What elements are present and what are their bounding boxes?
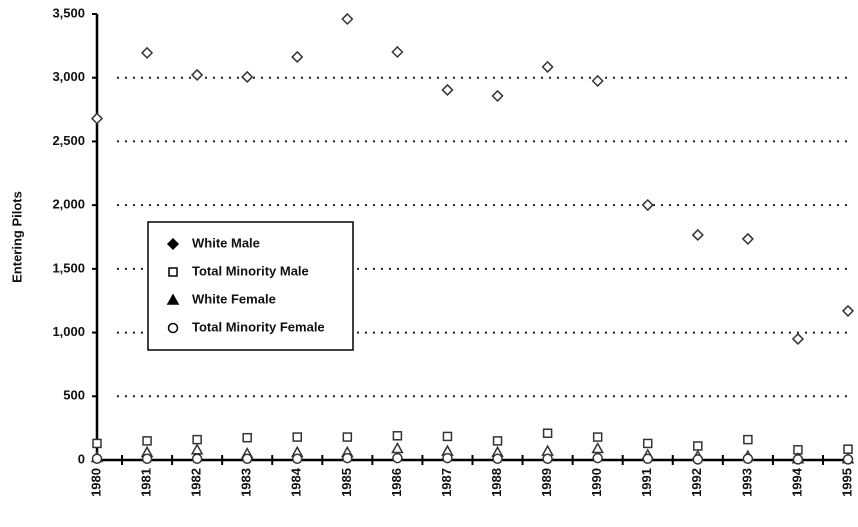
point xyxy=(693,441,703,451)
point xyxy=(742,453,754,464)
point xyxy=(641,198,654,212)
point xyxy=(843,444,853,454)
point xyxy=(242,432,252,443)
legend-label: White Male xyxy=(192,235,260,250)
x-tick-label: 1984 xyxy=(289,467,304,497)
y-tick-label: 1,500 xyxy=(52,260,85,275)
point xyxy=(92,438,102,449)
x-tick-label: 1992 xyxy=(689,468,704,497)
y-tick-label: 1,000 xyxy=(52,324,85,339)
x-tick-label: 1994 xyxy=(789,467,804,497)
point xyxy=(391,441,404,454)
y-tick-label: 2,500 xyxy=(52,133,85,148)
point xyxy=(190,443,204,455)
point xyxy=(841,304,855,317)
x-tick-label: 1980 xyxy=(88,468,103,497)
point xyxy=(141,46,154,59)
point xyxy=(792,454,804,465)
legend-label: Total Minority Male xyxy=(192,263,309,278)
x-tick-label: 1988 xyxy=(489,468,504,497)
x-tick-label: 1995 xyxy=(839,468,854,497)
legend-label: White Female xyxy=(192,291,276,306)
point xyxy=(791,332,804,346)
point xyxy=(441,83,454,97)
point xyxy=(391,45,404,59)
x-tick-label: 1981 xyxy=(139,468,154,497)
point xyxy=(491,89,504,102)
legend-label: Total Minority Female xyxy=(192,319,325,334)
point xyxy=(141,453,153,464)
point xyxy=(241,453,253,464)
point xyxy=(492,453,503,464)
point xyxy=(191,453,203,464)
x-tick-label: 1990 xyxy=(589,468,604,497)
x-tick-label: 1983 xyxy=(239,468,254,497)
point xyxy=(442,452,453,464)
point xyxy=(591,74,604,87)
y-axis-label: Entering Pilots xyxy=(9,191,24,283)
point xyxy=(692,454,704,465)
x-tick-label: 1982 xyxy=(189,468,204,497)
y-tick-label: 500 xyxy=(63,388,85,403)
x-tick-label: 1985 xyxy=(339,468,354,497)
legend-marker xyxy=(166,237,180,251)
point xyxy=(291,50,304,64)
y-tick-label: 3,500 xyxy=(52,5,85,20)
point xyxy=(691,228,704,242)
point xyxy=(492,436,503,446)
point xyxy=(392,452,403,464)
legend-marker xyxy=(168,267,178,277)
y-tick-label: 0 xyxy=(78,451,85,466)
point xyxy=(592,432,603,442)
x-tick-label: 1991 xyxy=(639,468,654,497)
point xyxy=(191,68,204,81)
point xyxy=(842,454,854,465)
point xyxy=(542,428,553,438)
x-tick-label: 1989 xyxy=(539,468,554,497)
point xyxy=(442,431,453,442)
legend-box xyxy=(147,221,354,351)
point xyxy=(142,436,152,446)
point xyxy=(392,431,403,441)
point xyxy=(292,453,303,464)
point xyxy=(642,438,653,449)
point xyxy=(91,453,103,464)
point xyxy=(192,434,202,445)
point xyxy=(743,434,753,445)
point xyxy=(591,441,604,454)
point xyxy=(741,232,754,245)
point xyxy=(342,452,353,464)
point xyxy=(241,70,254,84)
point xyxy=(592,452,603,464)
legend: White Male Total Minority Male White Femal… xyxy=(147,221,354,351)
legend-marker xyxy=(167,322,179,334)
x-tick-label: 1986 xyxy=(389,468,404,497)
point xyxy=(292,432,303,442)
point xyxy=(642,453,653,464)
legend-marker xyxy=(166,293,180,305)
point xyxy=(341,12,354,26)
x-tick-label: 1987 xyxy=(439,468,454,497)
point xyxy=(342,432,353,442)
point xyxy=(90,112,104,125)
x-tick-label: 1993 xyxy=(739,468,754,497)
y-tick-label: 2,000 xyxy=(52,197,85,212)
point xyxy=(542,453,553,464)
point xyxy=(541,60,554,73)
y-tick-label: 3,000 xyxy=(52,69,85,84)
